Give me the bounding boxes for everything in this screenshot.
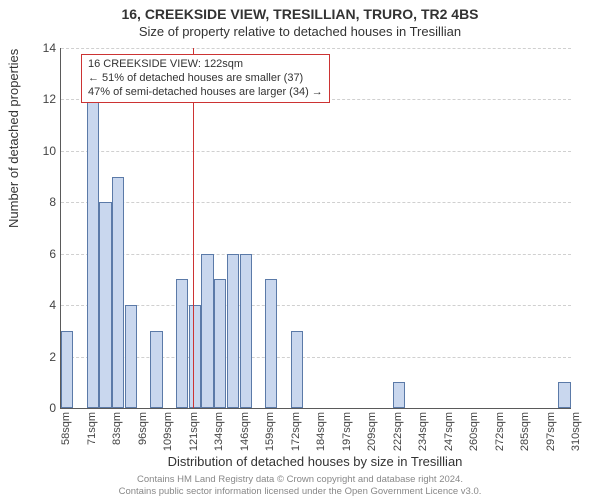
histogram-bar [61,331,73,408]
y-tick-label: 6 [36,247,56,261]
plot-area: 16 CREEKSIDE VIEW: 122sqm ← 51% of detac… [60,48,571,409]
histogram-bar [99,202,111,408]
histogram-bar [125,305,137,408]
histogram-bar [227,254,239,408]
info-box-line3: 47% of semi-detached houses are larger (… [88,86,323,100]
copyright-line1: Contains HM Land Registry data © Crown c… [0,474,600,485]
histogram-bar [265,279,277,408]
histogram-bar [112,177,124,408]
y-tick-label: 10 [36,144,56,158]
x-tick-label: 310sqm [570,412,582,462]
histogram-bar [176,279,188,408]
y-tick-label: 12 [36,92,56,106]
y-tick-label: 8 [36,195,56,209]
x-axis-label: Distribution of detached houses by size … [60,454,570,469]
copyright-line2: Contains public sector information licen… [0,486,600,497]
y-tick-label: 4 [36,298,56,312]
histogram-bar [189,305,201,408]
histogram-bar [87,99,99,408]
histogram-bar [150,331,162,408]
histogram-bar [214,279,226,408]
copyright-notice: Contains HM Land Registry data © Crown c… [0,474,600,497]
chart-title-address: 16, CREEKSIDE VIEW, TRESILLIAN, TRURO, T… [0,6,600,22]
histogram-bar [393,382,405,408]
y-axis-label: Number of detached properties [6,49,21,228]
y-tick-label: 14 [36,41,56,55]
info-box-line2: ← 51% of detached houses are smaller (37… [88,72,323,86]
histogram-bar [201,254,213,408]
y-tick-label: 0 [36,401,56,415]
y-tick-label: 2 [36,350,56,364]
marker-info-box: 16 CREEKSIDE VIEW: 122sqm ← 51% of detac… [81,54,330,103]
histogram-bar [558,382,570,408]
info-box-line1: 16 CREEKSIDE VIEW: 122sqm [88,58,323,72]
chart-container: 16, CREEKSIDE VIEW, TRESILLIAN, TRURO, T… [0,0,600,500]
histogram-bar [291,331,303,408]
histogram-bar [240,254,252,408]
chart-subtitle: Size of property relative to detached ho… [0,24,600,39]
